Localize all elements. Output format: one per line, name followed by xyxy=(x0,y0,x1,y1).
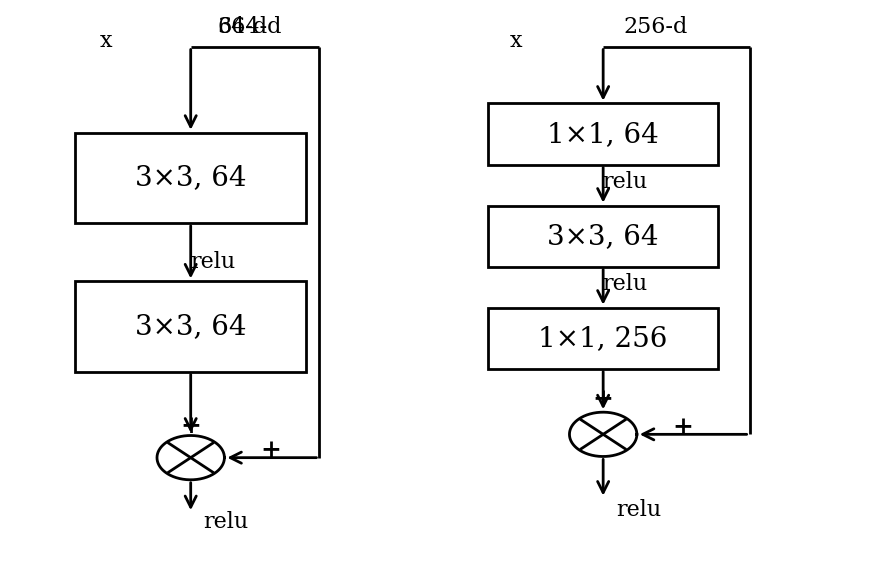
Text: x: x xyxy=(100,30,113,52)
Text: relu: relu xyxy=(203,511,249,533)
FancyBboxPatch shape xyxy=(75,133,306,223)
FancyBboxPatch shape xyxy=(487,104,718,164)
Text: relu: relu xyxy=(602,273,648,295)
Text: 256-d: 256-d xyxy=(623,16,688,38)
Text: x: x xyxy=(509,30,522,52)
Text: 1×1, 64: 1×1, 64 xyxy=(547,121,658,147)
FancyBboxPatch shape xyxy=(487,206,718,267)
Text: +: + xyxy=(260,438,281,462)
Text: 364-d: 364-d xyxy=(217,16,282,38)
FancyBboxPatch shape xyxy=(487,308,718,369)
Text: 3×3, 64: 3×3, 64 xyxy=(547,223,658,250)
Text: 64-d: 64-d xyxy=(217,16,268,38)
Text: +: + xyxy=(180,413,201,438)
Text: relu: relu xyxy=(190,251,236,273)
Text: +: + xyxy=(592,387,613,412)
FancyBboxPatch shape xyxy=(75,282,306,372)
Text: 1×1, 256: 1×1, 256 xyxy=(538,325,667,352)
Text: relu: relu xyxy=(602,171,648,193)
Text: +: + xyxy=(672,415,693,439)
Text: 3×3, 64: 3×3, 64 xyxy=(135,164,246,191)
Text: 3×3, 64: 3×3, 64 xyxy=(135,313,246,340)
Text: relu: relu xyxy=(615,499,661,521)
